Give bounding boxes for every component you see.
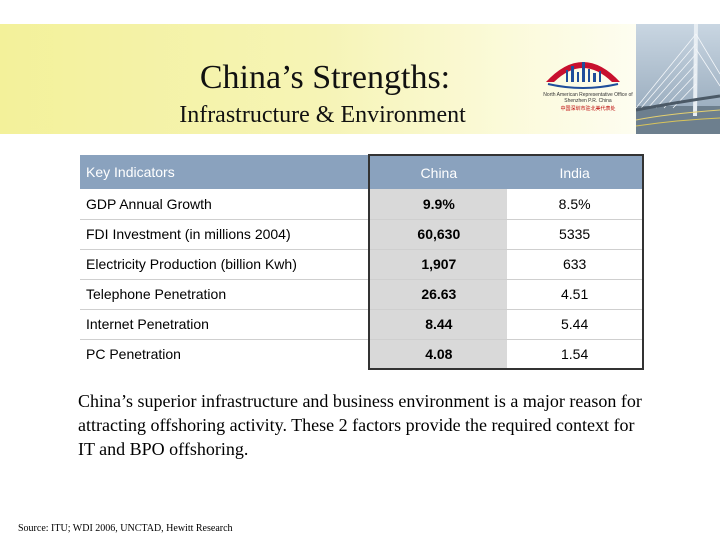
bridge-photo [636, 24, 720, 134]
india-value: 633 [507, 248, 644, 279]
key-indicators-table: Key Indicators China India GDP Annual Gr… [80, 154, 644, 370]
indicator-cell: Internet Penetration [80, 308, 370, 339]
header-key-indicators: Key Indicators [80, 155, 370, 189]
table-row: PC Penetration 4.08 1.54 [80, 338, 644, 370]
india-value: 5.44 [507, 308, 644, 339]
logo-chinese-text: 中国深圳市驻北美代表处 [560, 106, 616, 112]
table-header-row: Key Indicators China India [80, 154, 644, 189]
china-value: 26.63 [368, 278, 508, 309]
china-value: 4.08 [368, 338, 508, 370]
logo-english-text: North American Representative Office of … [543, 92, 633, 104]
summary-paragraph: China’s superior infrastructure and busi… [78, 391, 642, 459]
table-row: Internet Penetration 8.44 5.44 [80, 308, 644, 339]
slide-title: China’s Strengths: [199, 59, 451, 96]
slide-subtitle: Infrastructure & Environment [179, 102, 466, 128]
table-row: GDP Annual Growth 9.9% 8.5% [80, 189, 644, 219]
indicator-cell: GDP Annual Growth [86, 195, 212, 212]
india-value: 8.5% [507, 189, 644, 219]
table-row: Electricity Production (billion Kwh) 1,9… [80, 248, 644, 279]
china-value: 8.44 [368, 308, 508, 339]
indicator-cell: PC Penetration [80, 338, 370, 369]
india-value: 1.54 [507, 338, 644, 370]
china-value: 60,630 [368, 218, 508, 249]
indicator-cell: FDI Investment (in millions 2004) [80, 218, 370, 249]
china-value: 9.9% [368, 189, 508, 219]
header-china: China [368, 154, 508, 189]
indicator-cell: Electricity Production (billion Kwh) [80, 248, 370, 279]
header-india: India [507, 154, 644, 189]
china-value: 1,907 [368, 248, 508, 279]
shenzhen-office-logo-icon [546, 62, 620, 89]
india-value: 4.51 [507, 278, 644, 309]
source-note: Source: ITU; WDI 2006, UNCTAD, Hewitt Re… [18, 523, 233, 534]
indicator-cell: Telephone Penetration [80, 278, 370, 309]
india-value: 5335 [507, 218, 644, 249]
table-row: Telephone Penetration 26.63 4.51 [80, 278, 644, 309]
table-row: FDI Investment (in millions 2004) 60,630… [80, 218, 644, 249]
